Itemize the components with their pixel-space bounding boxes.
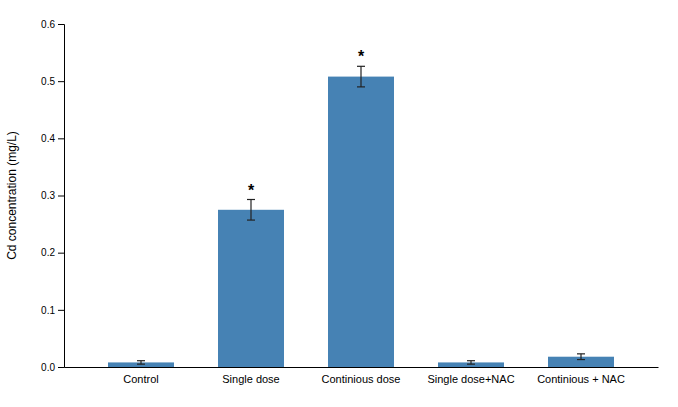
x-tick-label: Single dose+NAC [427, 373, 514, 385]
error-bar [247, 200, 255, 221]
x-tick: Continious dose [322, 373, 401, 385]
x-tick: Control [123, 373, 158, 385]
error-bar-cap [577, 359, 585, 360]
error-bar [357, 66, 365, 87]
y-axis: 0.0 0.1 0.2 0.3 0.4 0.5 0.6 [41, 19, 64, 373]
error-bar [467, 361, 475, 364]
y-tick-label: 0.4 [41, 133, 55, 144]
error-bar-stem [360, 66, 361, 87]
error-bar [577, 354, 585, 360]
y-axis-line [58, 25, 65, 368]
error-bar-cap [577, 353, 585, 354]
y-tick: 0.6 [41, 19, 64, 30]
error-bar-cap [247, 199, 255, 200]
y-tick-label: 0.5 [41, 76, 55, 87]
error-bar-cap [467, 364, 475, 365]
y-tick-mark [58, 367, 64, 368]
y-tick: 0.3 [41, 190, 64, 201]
y-tick-mark [58, 196, 64, 197]
annotation: * [358, 48, 365, 65]
error-bar [137, 361, 145, 364]
x-axis-line [65, 367, 659, 368]
plot: 0.00.10.20.30.40.50.6ControlSingle doseC… [41, 19, 658, 385]
y-tick: 0.4 [41, 133, 64, 144]
error-bar-cap [137, 364, 145, 365]
x-tick-label: Continious + NAC [537, 373, 625, 385]
y-tick-mark [58, 81, 64, 82]
annotations: ** [248, 48, 365, 198]
marks [108, 66, 614, 367]
y-tick: 0.5 [41, 76, 64, 87]
chart: 0.00.10.20.30.40.50.6ControlSingle doseC… [0, 0, 678, 407]
bar [218, 210, 284, 367]
error-bar-cap [357, 86, 365, 87]
y-axis-title: Cd concentration (mg/L) [5, 131, 19, 260]
y-tick-label: 0.6 [41, 19, 55, 30]
x-tick-label: Continious dose [322, 373, 401, 385]
y-tick-mark [58, 310, 64, 311]
error-bar-cap [467, 360, 475, 361]
y-tick-label: 0.2 [41, 247, 55, 258]
x-tick: Single dose+NAC [427, 373, 514, 385]
y-tick-label: 0.3 [41, 190, 55, 201]
error-bar-stem [250, 200, 251, 221]
x-tick-label: Control [123, 373, 158, 385]
y-tick: 0.2 [41, 247, 64, 258]
y-tick: 0.0 [41, 362, 64, 373]
y-tick-mark [58, 138, 64, 139]
x-tick: Continious + NAC [537, 373, 625, 385]
y-tick-mark [58, 253, 64, 254]
error-bar-stem [580, 354, 581, 360]
y-tick-mark [58, 24, 64, 25]
y-tick-label: 0.1 [41, 305, 55, 316]
annotation: * [248, 182, 255, 199]
y-tick: 0.1 [41, 305, 64, 316]
error-bar-cap [357, 66, 365, 67]
x-tick: Single dose [222, 373, 280, 385]
x-tick-label: Single dose [222, 373, 280, 385]
bar [328, 77, 394, 367]
error-bar-cap [137, 360, 145, 361]
error-bar-cap [247, 219, 255, 220]
y-tick-label: 0.0 [41, 362, 55, 373]
x-axis: Control Single dose Continious dose Single … [65, 368, 659, 385]
